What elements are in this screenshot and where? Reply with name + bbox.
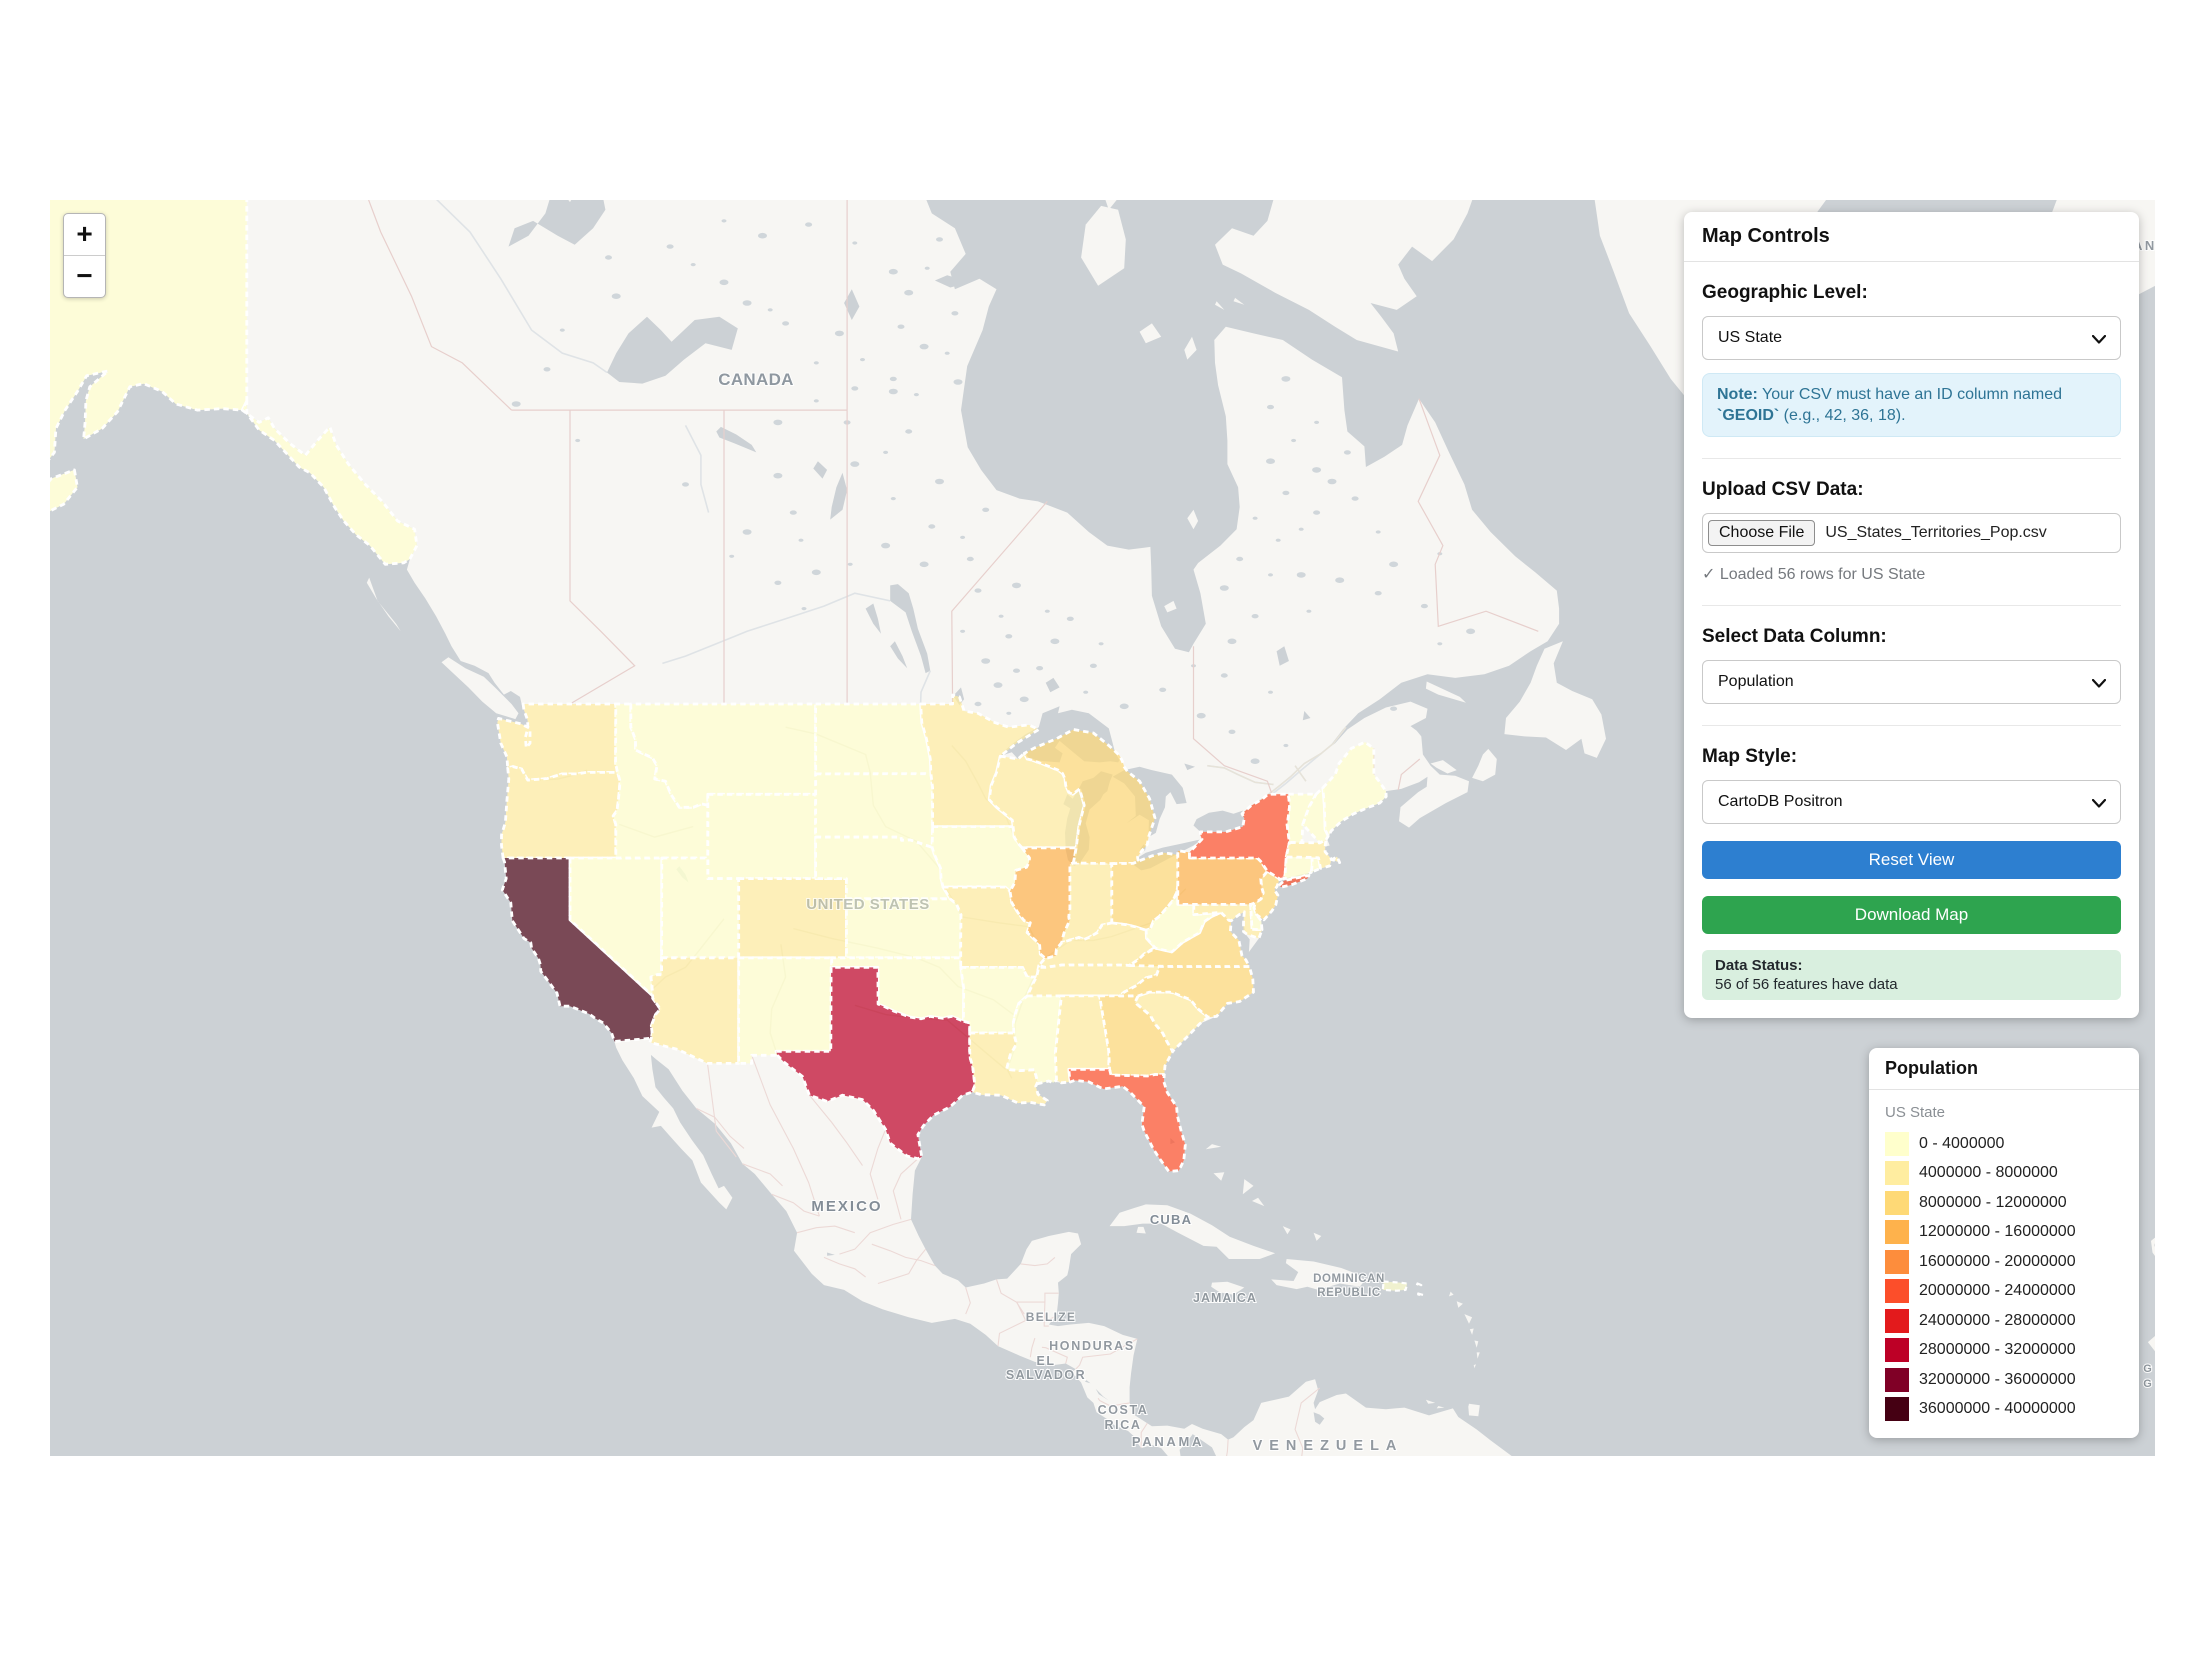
svg-text:G: G: [2143, 1378, 2153, 1390]
svg-text:REPUBLIC: REPUBLIC: [1317, 1287, 1381, 1299]
svg-text:CUBA: CUBA: [1150, 1212, 1192, 1227]
svg-text:CANADA: CANADA: [718, 370, 793, 389]
svg-text:EL: EL: [1037, 1354, 1056, 1368]
svg-text:UNITED STATES: UNITED STATES: [806, 896, 929, 913]
svg-text:G: G: [2143, 1363, 2153, 1375]
svg-text:HONDURAS: HONDURAS: [1049, 1339, 1135, 1353]
svg-text:MEXICO: MEXICO: [811, 1198, 882, 1215]
svg-text:COSTA: COSTA: [1098, 1403, 1149, 1417]
svg-text:VENEZUELA: VENEZUELA: [1253, 1438, 1404, 1454]
svg-text:BELIZE: BELIZE: [1026, 1310, 1076, 1324]
svg-text:DOMINICAN: DOMINICAN: [1313, 1273, 1385, 1285]
svg-text:PANAMA: PANAMA: [1132, 1434, 1204, 1449]
svg-text:JAMAICA: JAMAICA: [1193, 1291, 1257, 1305]
svg-text:RICA: RICA: [1105, 1418, 1142, 1432]
svg-text:SALVADOR: SALVADOR: [1006, 1368, 1086, 1382]
